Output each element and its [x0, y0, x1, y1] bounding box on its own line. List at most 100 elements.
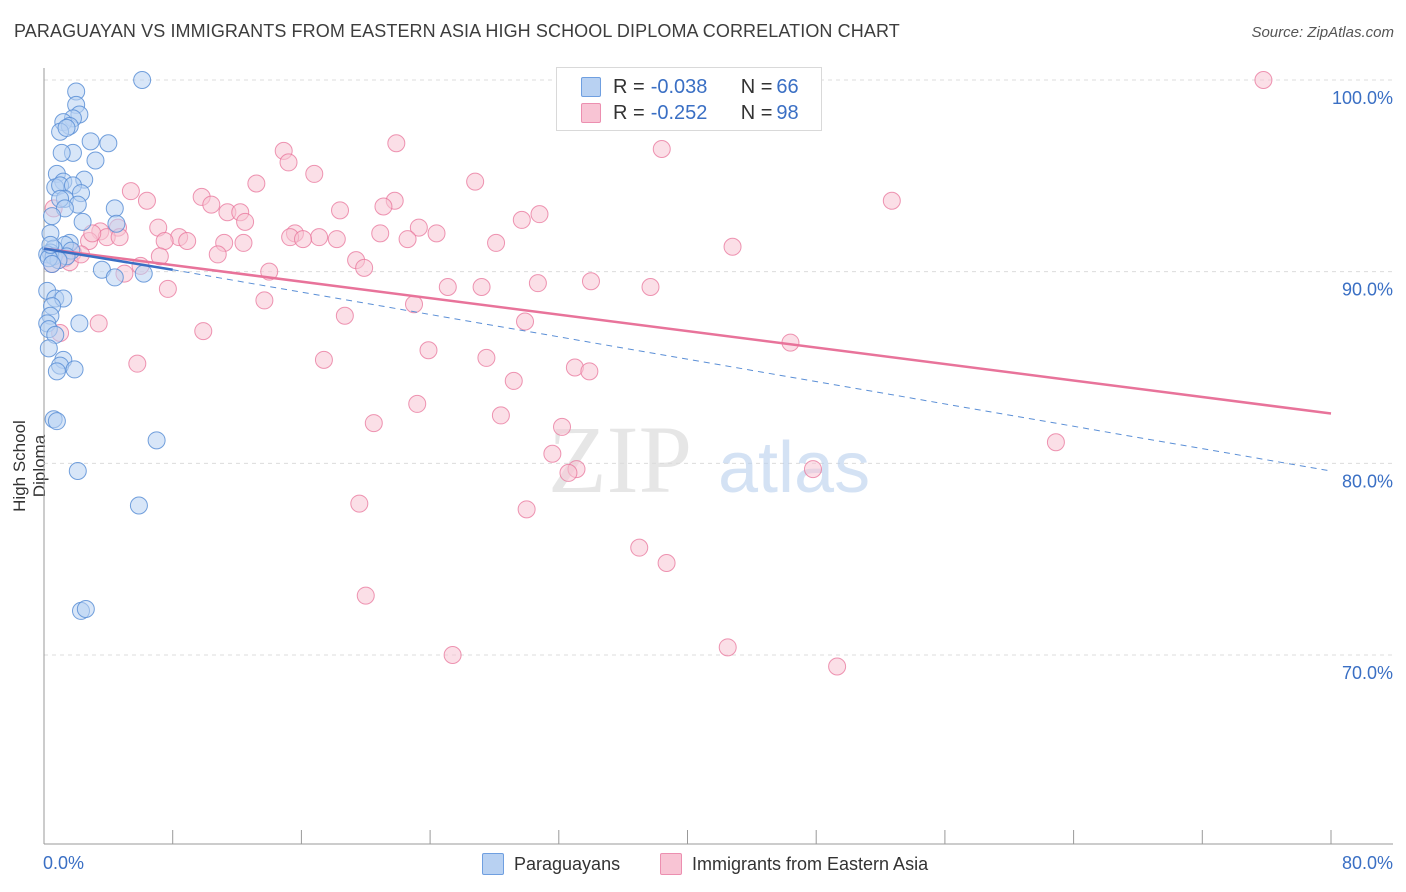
point-immigrants [882, 191, 901, 210]
point-immigrants [314, 350, 333, 369]
point-immigrants [438, 278, 457, 296]
bottom-legend-paraguayans: Paraguayans [482, 853, 620, 875]
point-immigrants [491, 406, 510, 425]
point-immigrants [121, 182, 140, 201]
point-paraguayans [43, 255, 62, 273]
point-paraguayans [129, 496, 148, 515]
point-paraguayans [147, 431, 166, 450]
grid-lines [44, 79, 1393, 656]
point-immigrants [356, 586, 375, 605]
point-immigrants [371, 224, 390, 243]
point-immigrants [581, 272, 600, 291]
point-immigrants [443, 646, 462, 664]
legend-n-label: N = [740, 101, 773, 124]
watermark: ZIP atlas [548, 406, 870, 513]
point-paraguayans [105, 268, 124, 287]
point-immigrants [150, 247, 169, 266]
chart-title: PARAGUAYAN VS IMMIGRANTS FROM EASTERN AS… [14, 21, 900, 41]
point-immigrants [652, 140, 671, 158]
legend-swatch-pink [581, 103, 601, 123]
point-paraguayans [107, 214, 126, 233]
x-tick-label-min: 0.0% [43, 853, 84, 873]
point-paraguayans [52, 143, 71, 162]
bottom-legend: Paraguayans Immigrants from Eastern Asia [0, 853, 1406, 877]
bottom-legend-swatch-blue [482, 853, 504, 875]
trend-line-paraguayans-extended [172, 269, 1332, 472]
trend-line-paraguayans [43, 247, 173, 271]
y-tick-label: 70.0% [1342, 663, 1393, 683]
point-immigrants [155, 232, 174, 250]
point-immigrants [247, 174, 266, 193]
point-immigrants [516, 312, 535, 331]
point-paraguayans [68, 462, 87, 480]
legend-r-label: R = [613, 101, 645, 124]
legend-swatch-blue [581, 77, 601, 97]
point-paraguayans [105, 199, 124, 218]
point-immigrants [128, 354, 147, 373]
point-paraguayans [47, 362, 66, 381]
point-paraguayans [81, 132, 100, 151]
point-immigrants [137, 191, 156, 210]
legend-row-immigrants: R = -0.252 N = 98 [581, 100, 799, 126]
point-immigrants [89, 314, 108, 333]
point-immigrants [630, 538, 649, 557]
legend-r-value: -0.038 [650, 75, 708, 98]
point-immigrants [178, 232, 197, 250]
trend-lines [43, 247, 1332, 472]
point-immigrants [327, 230, 346, 249]
point-immigrants [580, 362, 599, 381]
bottom-legend-label: Immigrants from Eastern Asia [692, 853, 929, 874]
point-immigrants [828, 657, 847, 676]
point-immigrants [466, 172, 485, 191]
point-immigrants [398, 230, 417, 249]
source-label: Source: ZipAtlas.com [1251, 24, 1394, 41]
point-immigrants [517, 500, 536, 519]
point-paraguayans [47, 412, 66, 431]
point-immigrants [1046, 433, 1065, 452]
bottom-legend-swatch-pink [660, 853, 682, 875]
legend-n-value: 98 [776, 101, 799, 124]
point-immigrants [405, 295, 424, 314]
point-immigrants [294, 230, 313, 249]
bottom-legend-label: Paraguayans [514, 853, 621, 874]
legend-row-paraguayans: R = -0.038 N = 66 [581, 74, 799, 100]
legend-n-label: N = [740, 75, 773, 98]
trend-line-immigrants [43, 247, 1332, 415]
point-immigrants [477, 348, 496, 367]
point-immigrants [208, 245, 227, 264]
point-immigrants [487, 233, 506, 252]
point-paraguayans [39, 339, 58, 358]
point-immigrants [202, 195, 221, 214]
point-immigrants [723, 237, 742, 256]
point-immigrants [310, 228, 329, 247]
point-immigrants [355, 258, 374, 277]
point-immigrants [472, 278, 491, 296]
point-immigrants [1254, 71, 1273, 89]
point-immigrants [641, 278, 660, 296]
x-tick-label-max: 80.0% [1342, 853, 1393, 873]
point-paraguayans [73, 212, 92, 231]
point-paraguayans [134, 264, 153, 283]
point-immigrants [512, 210, 531, 229]
axes [43, 68, 1393, 845]
point-paraguayans [76, 600, 95, 618]
point-immigrants [718, 638, 737, 657]
point-immigrants [559, 463, 578, 482]
point-immigrants [335, 306, 354, 325]
y-tick-label: 90.0% [1342, 280, 1393, 300]
point-immigrants [419, 341, 438, 360]
series-immigrants-points [43, 71, 1273, 676]
point-immigrants [194, 322, 213, 341]
point-paraguayans [70, 314, 89, 333]
watermark-zip: ZIP [548, 406, 692, 513]
legend-r-label: R = [613, 75, 645, 98]
point-immigrants [657, 554, 676, 572]
point-immigrants [803, 460, 822, 479]
point-immigrants [83, 224, 102, 243]
point-immigrants [528, 274, 547, 293]
point-immigrants [408, 394, 427, 413]
bottom-legend-immigrants: Immigrants from Eastern Asia [660, 853, 928, 875]
point-immigrants [387, 134, 406, 153]
point-immigrants [364, 414, 383, 433]
point-paraguayans [43, 207, 62, 226]
